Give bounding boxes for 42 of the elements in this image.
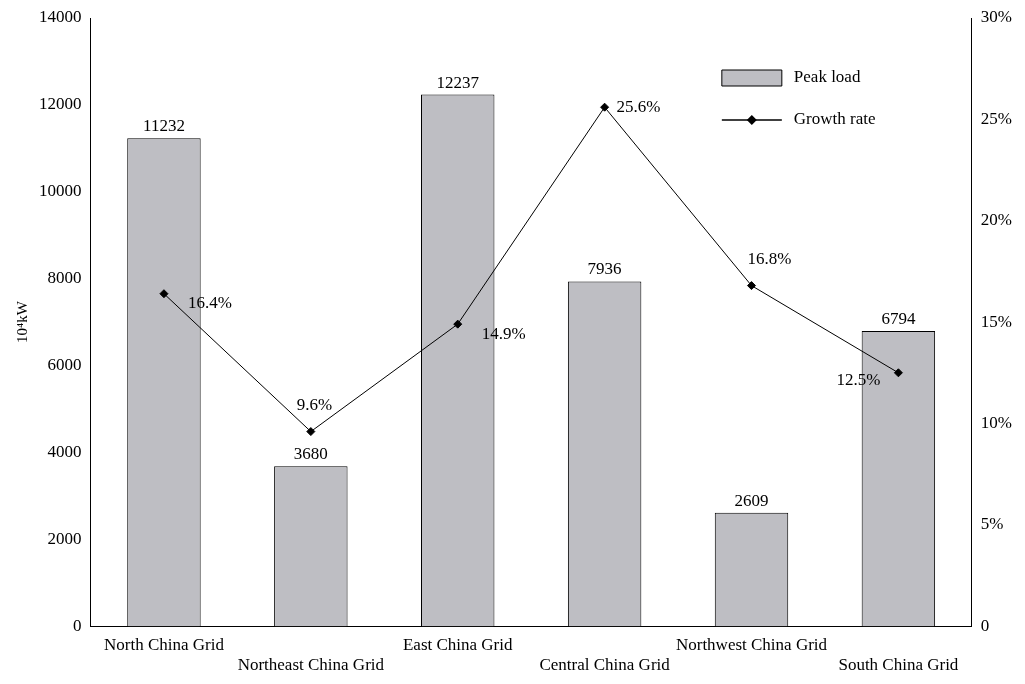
y-axis-title: 10⁴kW [13, 300, 30, 344]
y-tick-label: 10000 [39, 181, 82, 201]
data-label: 14.9% [481, 323, 526, 343]
y-tick-label: 6000 [47, 355, 82, 375]
y-tick-label: 0 [73, 615, 82, 635]
x-tick-label: Central China Grid [539, 655, 671, 675]
y-tick-label: 4000 [47, 441, 82, 461]
point [159, 289, 169, 299]
y-tick-label: 2000 [47, 528, 82, 548]
y2-tick-label: 0 [980, 615, 990, 635]
y2-tick-label: 20% [980, 210, 1013, 230]
point [893, 368, 903, 378]
data-label: 2609 [734, 490, 769, 510]
data-label: 12.5% [836, 370, 881, 390]
data-label: 16.8% [747, 249, 792, 269]
data-label: 12237 [436, 72, 480, 92]
y-tick-label: 14000 [39, 7, 82, 27]
point [600, 102, 610, 112]
legend-label: Peak load [793, 67, 861, 87]
y2-tick-label: 15% [980, 311, 1013, 331]
data-label: 11232 [143, 116, 185, 136]
y2-tick-label: 5% [980, 514, 1004, 534]
y-tick-label: 12000 [39, 94, 82, 114]
legend-label: Growth rate [793, 109, 876, 129]
data-label: 6794 [881, 309, 916, 329]
point [453, 319, 463, 329]
data-label: 16.4% [187, 293, 232, 313]
y2-tick-label: 10% [980, 412, 1013, 432]
data-label: 9.6% [296, 395, 333, 415]
y2-tick-label: 30% [980, 7, 1013, 27]
x-tick-label: South China Grid [838, 655, 959, 675]
y2-tick-label: 25% [980, 108, 1013, 128]
y-tick-label: 8000 [47, 268, 82, 288]
data-label: 3680 [293, 444, 328, 464]
x-tick-label: Northwest China Grid [675, 634, 828, 654]
x-tick-label: East China Grid [402, 634, 513, 654]
x-tick-label: North China Grid [103, 634, 225, 654]
data-label: 25.6% [616, 96, 661, 116]
x-tick-label: Northeast China Grid [237, 655, 385, 675]
data-label: 7936 [587, 259, 622, 279]
point [747, 281, 756, 291]
point [306, 427, 316, 437]
